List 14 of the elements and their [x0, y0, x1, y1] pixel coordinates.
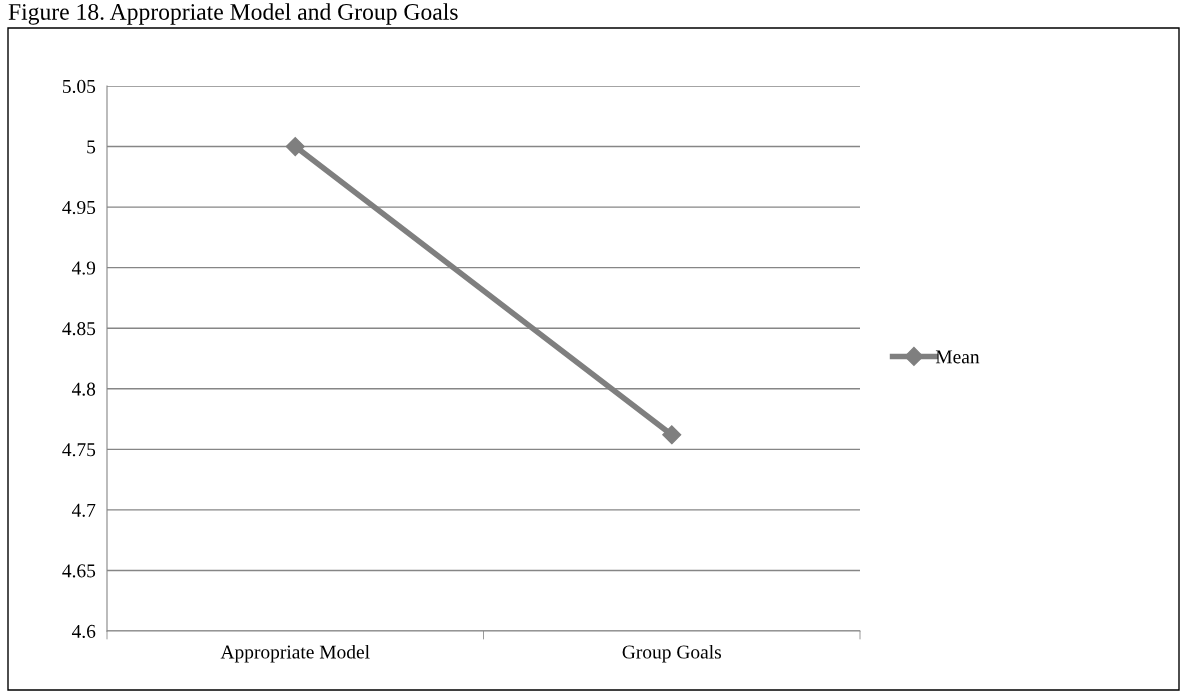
y-tick-label: 5	[87, 140, 96, 154]
y-tick-label: 4.65	[62, 564, 96, 578]
y-tick-label: 4.8	[71, 382, 96, 396]
y-tick-label: 5.05	[62, 79, 96, 94]
y-tick-label: 4.75	[62, 443, 96, 457]
y-tick-label: 4.9	[71, 261, 96, 275]
x-tick-label: Group Goals	[622, 644, 721, 663]
legend-label: Mean	[935, 350, 980, 364]
y-tick-label: 4.85	[62, 322, 96, 336]
x-tick-label: Appropriate Model	[220, 644, 370, 663]
y-tick-label: 4.95	[62, 200, 96, 215]
chart-title: Figure 18. Appropriate Model and Group Goals	[8, 3, 458, 25]
y-tick-label: 4.6	[71, 624, 96, 639]
y-tick-label: 4.7	[71, 503, 96, 517]
